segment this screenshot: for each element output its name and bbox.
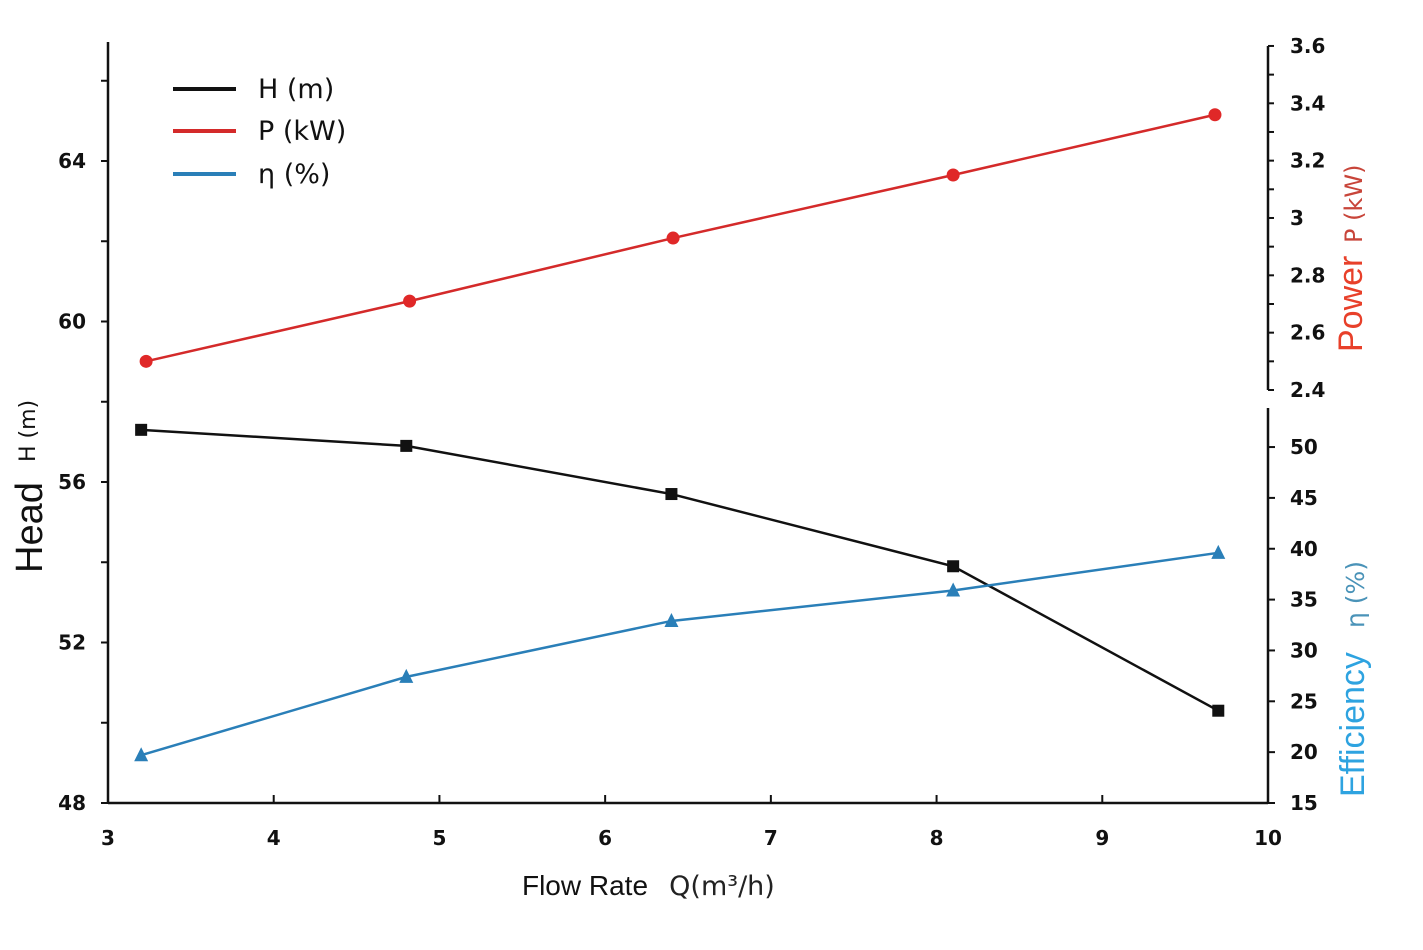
power-point <box>666 231 680 245</box>
power-tick-label: 3.4 <box>1290 91 1325 115</box>
x-tick-label: 5 <box>432 826 446 850</box>
head-point <box>665 488 678 501</box>
power-point <box>403 294 417 308</box>
efficiency-point <box>946 582 961 597</box>
efficiency-axis-unit: η (%) <box>1341 561 1370 628</box>
left-tick-label: 60 <box>58 310 86 334</box>
head-point <box>400 439 413 452</box>
power-point <box>139 354 153 368</box>
power-tick-label: 3 <box>1290 206 1304 230</box>
power-point <box>946 168 960 182</box>
left-tick-label: 48 <box>58 791 86 815</box>
power-tick-label: 2.4 <box>1290 378 1325 402</box>
x-tick-label: 6 <box>598 826 612 850</box>
x-tick-label: 7 <box>764 826 778 850</box>
efficiency-tick-label: 50 <box>1290 435 1318 459</box>
efficiency-axis-title: Efficiency <box>1334 652 1372 797</box>
efficiency-tick-label: 45 <box>1290 486 1318 510</box>
efficiency-tick-label: 20 <box>1290 740 1318 764</box>
left-tick-label: 56 <box>58 470 86 494</box>
efficiency-point <box>134 747 149 762</box>
x-tick-label: 3 <box>101 826 115 850</box>
power-tick-label: 3.2 <box>1290 149 1325 173</box>
legend-label: H (m) <box>258 74 334 105</box>
x-axis-unit: Q(m³/h) <box>669 871 775 902</box>
head-point <box>947 560 960 573</box>
legend-label: η (%) <box>258 159 330 190</box>
power-point <box>1208 108 1222 122</box>
efficiency-point <box>399 668 414 683</box>
x-axis-title: Flow Rate <box>522 870 648 901</box>
head-series-line <box>141 428 1219 712</box>
efficiency-tick-label: 25 <box>1290 689 1318 713</box>
head-point <box>1212 704 1225 717</box>
efficiency-tick-label: 30 <box>1290 638 1318 662</box>
power-tick-label: 2.8 <box>1290 263 1325 287</box>
efficiency-tick-label: 35 <box>1290 588 1318 612</box>
efficiency-tick-label: 15 <box>1290 791 1318 815</box>
left-axis-unit: H (m) <box>16 400 41 462</box>
efficiency-tick-label: 40 <box>1290 537 1318 561</box>
power-tick-label: 2.6 <box>1290 321 1325 345</box>
x-tick-label: 4 <box>267 826 281 850</box>
efficiency-point <box>664 612 679 627</box>
left-tick-label: 52 <box>58 631 86 655</box>
head-point <box>135 423 148 436</box>
power-axis-title: Power <box>1332 256 1370 352</box>
power-axis-unit: P (kW) <box>1340 165 1368 243</box>
left-tick-label: 64 <box>58 149 86 173</box>
legend-label: P (kW) <box>258 116 346 147</box>
x-tick-label: 10 <box>1254 826 1282 850</box>
power-tick-label: 3.6 <box>1290 34 1325 58</box>
x-tick-label: 8 <box>930 826 944 850</box>
power-series-line <box>145 113 1216 363</box>
x-tick-label: 9 <box>1095 826 1109 850</box>
efficiency-series-line <box>140 551 1219 757</box>
left-axis-title: Head <box>9 482 51 573</box>
efficiency-point <box>1211 544 1226 559</box>
